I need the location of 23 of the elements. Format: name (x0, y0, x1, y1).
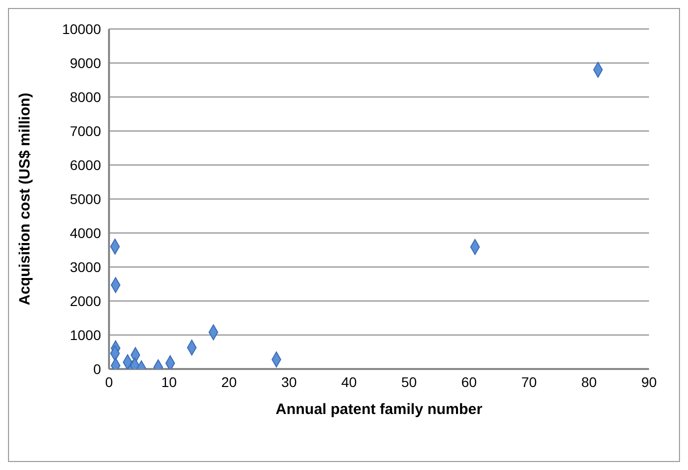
y-tick-label: 4000 (70, 224, 102, 241)
y-tick-label: 7000 (70, 122, 102, 139)
y-tick-label: 1000 (70, 326, 102, 343)
y-tick-label: 6000 (70, 156, 102, 173)
y-tick-label: 0 (93, 360, 102, 377)
x-tick-label: 90 (641, 374, 657, 390)
y-axis-title: Acquisition cost (US$ million) (16, 92, 34, 306)
x-tick-label: 50 (401, 374, 417, 390)
x-tick-label: 10 (161, 374, 177, 390)
x-axis-title: Annual patent family number (276, 401, 482, 418)
x-tick-label: 40 (341, 374, 357, 390)
y-tick-label: 2000 (70, 292, 102, 309)
x-tick-label: 80 (581, 374, 597, 390)
x-tick-label: 20 (221, 374, 237, 390)
x-tick-label: 0 (105, 374, 114, 390)
y-tick-label: 10000 (62, 20, 102, 37)
x-tick-label: 60 (461, 374, 477, 390)
x-tick-label: 70 (521, 374, 537, 390)
y-tick-label: 9000 (70, 54, 102, 71)
x-tick-label: 30 (281, 374, 297, 390)
y-tick-label: 8000 (70, 88, 102, 105)
y-tick-label: 5000 (70, 190, 102, 207)
y-tick-label: 3000 (70, 258, 102, 275)
